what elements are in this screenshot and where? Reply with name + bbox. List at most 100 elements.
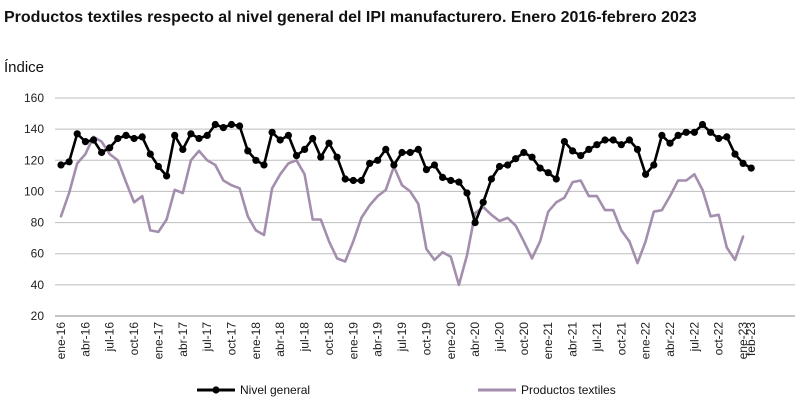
data-point-nivel-general bbox=[487, 175, 495, 183]
x-tick-label: oct-17 bbox=[225, 322, 239, 356]
x-tick-label: ene-16 bbox=[54, 322, 68, 360]
legend-label-productos-textiles: Productos textiles bbox=[521, 383, 616, 397]
data-point-nivel-general bbox=[698, 120, 707, 129]
data-point-nivel-general bbox=[301, 145, 309, 153]
data-point-nivel-general bbox=[479, 198, 487, 206]
data-point-nivel-general bbox=[560, 138, 569, 146]
data-point-nivel-general bbox=[715, 134, 723, 143]
x-tick-label: abr-20 bbox=[468, 322, 482, 357]
data-point-nivel-general bbox=[609, 136, 617, 144]
data-point-nivel-general bbox=[260, 161, 268, 169]
chart-title: Productos textiles respecto al nivel gen… bbox=[4, 9, 697, 26]
data-point-nivel-general bbox=[593, 141, 601, 149]
x-tick-label: ene-20 bbox=[444, 322, 458, 360]
x-tick-label: oct-16 bbox=[127, 322, 141, 356]
data-point-nivel-general bbox=[642, 170, 650, 178]
data-point-nivel-general bbox=[463, 189, 471, 197]
data-point-nivel-general bbox=[374, 156, 382, 164]
legend-marker-nivel-general bbox=[212, 386, 220, 394]
series-lines bbox=[59, 123, 753, 287]
data-point-nivel-general bbox=[650, 161, 658, 169]
y-tick-label: 60 bbox=[31, 247, 45, 261]
data-point-nivel-general bbox=[276, 136, 284, 144]
legend-item-productos-textiles: Productos textiles bbox=[478, 383, 616, 397]
data-point-nivel-general bbox=[163, 172, 171, 180]
series-markers bbox=[57, 120, 755, 227]
data-point-nivel-general bbox=[154, 162, 162, 171]
y-axis-title: Índice bbox=[4, 59, 44, 76]
data-point-nivel-general bbox=[268, 128, 276, 136]
x-tick-label: oct-21 bbox=[614, 322, 628, 356]
data-point-nivel-general bbox=[585, 145, 593, 153]
data-point-nivel-general bbox=[690, 128, 699, 136]
x-tick-label: oct-20 bbox=[517, 322, 531, 356]
data-point-nivel-general bbox=[357, 176, 365, 185]
data-point-nivel-general bbox=[544, 169, 552, 177]
data-point-nivel-general bbox=[528, 153, 536, 161]
legend: Nivel general Productos textiles bbox=[197, 383, 616, 397]
y-tick-label: 120 bbox=[24, 153, 44, 167]
data-point-nivel-general bbox=[422, 166, 430, 174]
data-point-nivel-general bbox=[495, 162, 504, 171]
data-point-nivel-general bbox=[325, 139, 333, 147]
data-point-nivel-general bbox=[430, 161, 439, 169]
data-point-nivel-general bbox=[471, 219, 479, 227]
data-point-nivel-general bbox=[130, 134, 138, 143]
data-point-nivel-general bbox=[195, 134, 203, 143]
data-point-nivel-general bbox=[625, 136, 634, 144]
data-point-nivel-general bbox=[179, 145, 187, 153]
data-point-nivel-general bbox=[512, 155, 520, 163]
x-tick-label: ene-18 bbox=[249, 322, 263, 360]
x-tick-label: abr-17 bbox=[176, 322, 190, 357]
data-point-nivel-general bbox=[601, 136, 609, 144]
x-tick-label: ene-21 bbox=[541, 322, 555, 360]
x-tick-label: jul-16 bbox=[103, 322, 117, 353]
x-tick-label: abr-21 bbox=[566, 322, 580, 357]
data-point-nivel-general bbox=[252, 156, 260, 164]
data-point-nivel-general bbox=[236, 122, 244, 130]
data-point-nivel-general bbox=[317, 153, 325, 161]
x-tick-labels: ene-16 abr-16 jul-16 oct-16 ene-17 abr-17 jul-… bbox=[54, 322, 758, 360]
data-point-nivel-general bbox=[723, 133, 731, 141]
legend-label-nivel-general: Nivel general bbox=[240, 383, 310, 397]
data-point-nivel-general bbox=[309, 134, 317, 143]
data-point-nivel-general bbox=[57, 161, 65, 169]
data-point-nivel-general bbox=[504, 161, 512, 169]
data-point-nivel-general bbox=[617, 141, 625, 149]
data-point-nivel-general bbox=[292, 152, 301, 160]
data-point-nivel-general bbox=[455, 178, 463, 186]
data-point-nivel-general bbox=[187, 130, 195, 138]
data-point-nivel-general bbox=[390, 161, 398, 169]
y-tick-label: 160 bbox=[24, 91, 44, 105]
x-tick-label: abr-19 bbox=[371, 322, 385, 357]
data-point-nivel-general bbox=[552, 175, 560, 183]
data-point-nivel-general bbox=[731, 150, 739, 158]
data-point-nivel-general bbox=[73, 130, 81, 138]
x-tick-label: ene-22 bbox=[639, 322, 653, 360]
x-tick-label: abr-22 bbox=[663, 322, 677, 357]
data-point-nivel-general bbox=[98, 148, 106, 157]
data-point-nivel-general bbox=[211, 120, 219, 129]
data-point-nivel-general bbox=[146, 150, 154, 158]
data-point-nivel-general bbox=[341, 175, 349, 183]
data-point-nivel-general bbox=[203, 131, 211, 139]
data-point-nivel-general bbox=[284, 131, 292, 139]
y-tick-label: 140 bbox=[24, 122, 44, 136]
y-tick-label: 80 bbox=[31, 216, 45, 230]
data-point-nivel-general bbox=[244, 147, 252, 155]
data-point-nivel-general bbox=[406, 148, 414, 157]
x-tick-label: ene-23 bbox=[736, 322, 750, 360]
data-point-nivel-general bbox=[349, 176, 357, 185]
data-point-nivel-general bbox=[577, 152, 585, 160]
data-point-nivel-general bbox=[106, 144, 114, 152]
data-point-nivel-general bbox=[122, 131, 130, 139]
data-point-nivel-general bbox=[414, 145, 422, 153]
x-tick-label: oct-18 bbox=[322, 322, 336, 356]
data-point-nivel-general bbox=[398, 148, 406, 157]
x-tick-label: jul-19 bbox=[395, 322, 409, 353]
data-point-nivel-general bbox=[674, 131, 682, 139]
x-tick-label: oct-19 bbox=[419, 322, 433, 356]
data-point-nivel-general bbox=[227, 120, 236, 129]
data-point-nivel-general bbox=[658, 131, 666, 139]
